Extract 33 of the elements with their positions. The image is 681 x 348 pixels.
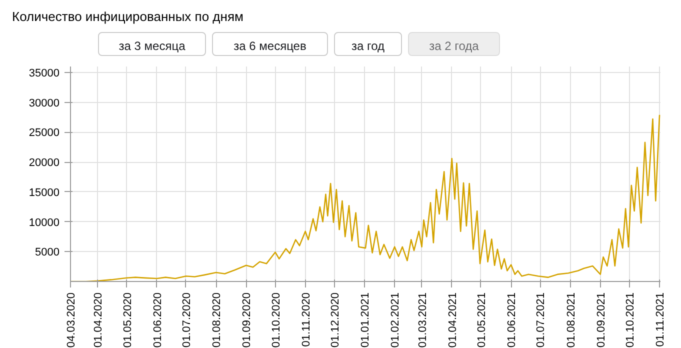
x-tick-label: 01.08.2020 (211, 292, 224, 348)
text: за 2 года (408, 32, 500, 56)
y-tick-label: 25000 (28, 127, 60, 140)
y-tick-label: 10000 (28, 216, 60, 229)
y-tick-label: 35000 (28, 67, 60, 80)
x-tick-label: 01.02.2021 (390, 292, 402, 348)
x-tick-label: 01.10.2021 (624, 292, 636, 348)
x-tick-label: 01.04.2021 (446, 292, 459, 348)
x-tick-label: 01.07.2021 (535, 292, 548, 348)
text: за год (334, 32, 402, 56)
text: за 6 месяцев (212, 32, 328, 56)
x-tick-label: 01.07.2020 (180, 292, 193, 348)
text: за 3 месяца (98, 32, 206, 56)
x-tick-label: 01.12.2020 (329, 292, 342, 348)
x-tick-label: 01.08.2021 (565, 292, 578, 348)
y-tick-label: 15000 (28, 186, 60, 199)
x-tick-label: 01.06.2020 (152, 292, 164, 348)
x-tick-label: 01.01.2021 (360, 292, 372, 348)
x-tick-label: 04.03.2020 (66, 292, 78, 348)
x-tick-label: 01.04.2020 (92, 292, 105, 348)
x-tick-label: 01.10.2020 (270, 292, 282, 348)
x-tick-label: 01.06.2021 (506, 292, 518, 348)
chart-title: Количество инфицированных по дням (12, 8, 244, 26)
y-tick-label: 20000 (28, 157, 60, 170)
x-tick-label: 01.11.2021 (654, 292, 667, 347)
x-tick-label: 01.09.2020 (241, 292, 254, 348)
x-tick-label: 01.11.2020 (300, 292, 312, 347)
x-tick-label: 01.05.2020 (122, 292, 134, 348)
x-tick-label: 01.09.2021 (595, 292, 608, 348)
y-tick-label: 30000 (28, 97, 60, 110)
x-tick-label: 01.05.2021 (476, 292, 488, 348)
y-tick-label: 5000 (35, 246, 60, 259)
x-tick-label: 01.03.2021 (416, 292, 429, 348)
